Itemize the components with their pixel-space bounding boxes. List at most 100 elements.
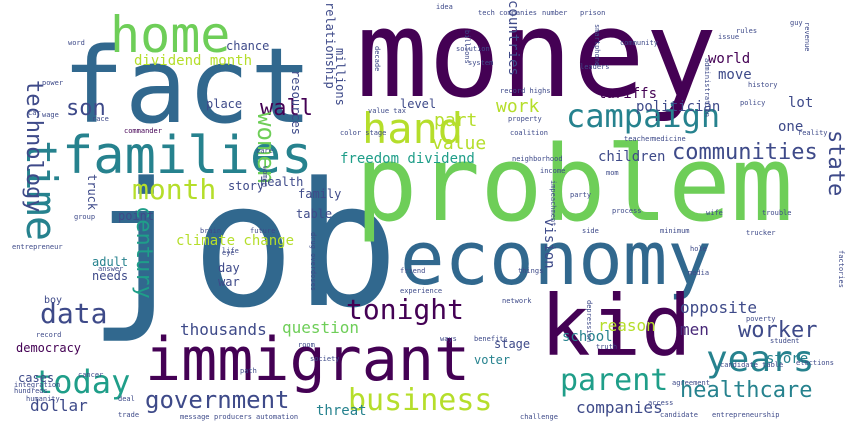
cloud-word: challenge — [520, 413, 558, 421]
cloud-word: brain — [200, 227, 222, 235]
cloud-word: democracy — [16, 341, 82, 355]
cloud-word: threat — [316, 403, 367, 419]
cloud-word: factories — [837, 250, 845, 288]
cloud-word: lot — [788, 95, 814, 111]
cloud-word: work — [496, 96, 540, 117]
cloud-word: deal — [118, 395, 135, 403]
cloud-word: administration — [703, 58, 711, 118]
cloud-word: men — [680, 320, 709, 339]
cloud-word: teacher — [624, 135, 654, 143]
cloud-word: leaders — [580, 63, 610, 71]
cloud-word: hundreds — [14, 387, 48, 395]
cloud-word: reason — [598, 316, 656, 335]
cloud-word: economy — [400, 216, 712, 302]
cloud-word: history — [748, 81, 778, 89]
cloud-word: path — [240, 367, 257, 375]
cloud-word: color stage — [340, 129, 387, 137]
cloud-word: humanity — [26, 395, 60, 403]
cloud-word: stage — [494, 337, 531, 351]
cloud-word: month — [132, 173, 217, 206]
cloud-word: family — [298, 187, 342, 201]
cloud-word: policy — [740, 99, 766, 107]
cloud-word: value — [432, 133, 487, 154]
cloud-word: entrepreneur — [12, 243, 63, 251]
cloud-word: student — [770, 337, 800, 345]
cloud-word: point — [118, 209, 155, 223]
cloud-word: health — [260, 175, 304, 189]
cloud-word: government — [145, 386, 290, 414]
cloud-word: school — [562, 329, 613, 345]
cloud-word: hand — [362, 104, 464, 153]
cloud-word: tech companies — [478, 9, 538, 17]
cloud-word: power — [42, 79, 64, 87]
cloud-word: kid — [540, 277, 692, 375]
cloud-word: families — [62, 126, 313, 186]
cloud-word: decade — [373, 46, 381, 72]
cloud-word: media — [688, 269, 710, 277]
cloud-word: income — [540, 167, 566, 175]
cloud-word: ways — [440, 335, 457, 343]
cloud-word: candidate table — [720, 361, 784, 369]
cloud-word: place — [206, 97, 243, 111]
cloud-word: future — [250, 227, 276, 235]
cloud-word: coalition — [510, 129, 548, 137]
cloud-word: record highs — [500, 87, 551, 95]
cloud-word: smartphone — [593, 24, 601, 67]
cloud-word: truth — [596, 343, 618, 351]
cloud-word: children — [598, 149, 666, 165]
cloud-word: neighborhood — [512, 155, 563, 163]
cloud-word: technology — [21, 80, 46, 213]
cloud-word: table — [296, 207, 333, 221]
cloud-word: experience — [400, 287, 443, 295]
cloud-word: record — [36, 331, 62, 339]
cloud-word: process — [612, 207, 642, 215]
cloud-word: wall — [260, 96, 313, 121]
cloud-word: one — [778, 119, 804, 135]
cloud-word: system — [468, 59, 494, 67]
cloud-word: party — [570, 191, 592, 199]
cloud-word: freedom dividend — [340, 151, 475, 167]
cloud-word: war — [218, 275, 240, 289]
cloud-word: story — [228, 179, 265, 193]
cloud-word: side — [582, 227, 599, 235]
cloud-word: trade — [118, 411, 140, 419]
cloud-word: commander — [124, 127, 162, 135]
cloud-word: worker — [738, 318, 818, 343]
cloud-word: store — [766, 351, 809, 367]
cloud-word: climate change — [176, 233, 295, 249]
cloud-word: prison — [580, 9, 606, 17]
cloud-word: dividend month — [134, 53, 253, 69]
cloud-word: reality — [798, 129, 828, 137]
cloud-word: eye — [222, 249, 235, 257]
cloud-word: integration — [14, 381, 61, 389]
cloud-word: tariffs — [598, 86, 658, 102]
cloud-word: things — [518, 267, 544, 275]
cloud-word: property — [508, 115, 542, 123]
cloud-word: business — [348, 383, 493, 418]
cloud-word: hole — [690, 245, 707, 253]
cloud-word: today — [34, 363, 131, 401]
cloud-word: needs — [92, 269, 129, 283]
cloud-word: healthcare — [680, 378, 813, 403]
cloud-word: companies — [576, 398, 663, 417]
cloud-word: elections — [796, 359, 834, 367]
cloud-word: minimum — [660, 227, 690, 235]
cloud-word: politician — [636, 99, 721, 115]
cloud-word: cases — [18, 371, 55, 385]
cloud-word: entrepreneurship — [712, 411, 780, 419]
cloud-word: issue — [718, 33, 740, 41]
cloud-word: fact — [62, 25, 313, 147]
cloud-word: automation — [256, 413, 299, 421]
cloud-word: candidate — [660, 411, 698, 419]
cloud-word: trouble — [762, 209, 792, 217]
cloud-word: truck — [85, 174, 99, 211]
cloud-word: poverty — [746, 315, 776, 323]
cloud-word: chance — [226, 39, 270, 53]
cloud-word: solution — [456, 45, 490, 53]
cloud-word: depression — [585, 300, 593, 343]
cloud-word: world — [708, 51, 751, 67]
cloud-word: friend — [400, 267, 426, 275]
cloud-word: tonight — [346, 293, 465, 326]
cloud-word: parent — [560, 363, 669, 398]
cloud-word: communities — [672, 140, 818, 165]
